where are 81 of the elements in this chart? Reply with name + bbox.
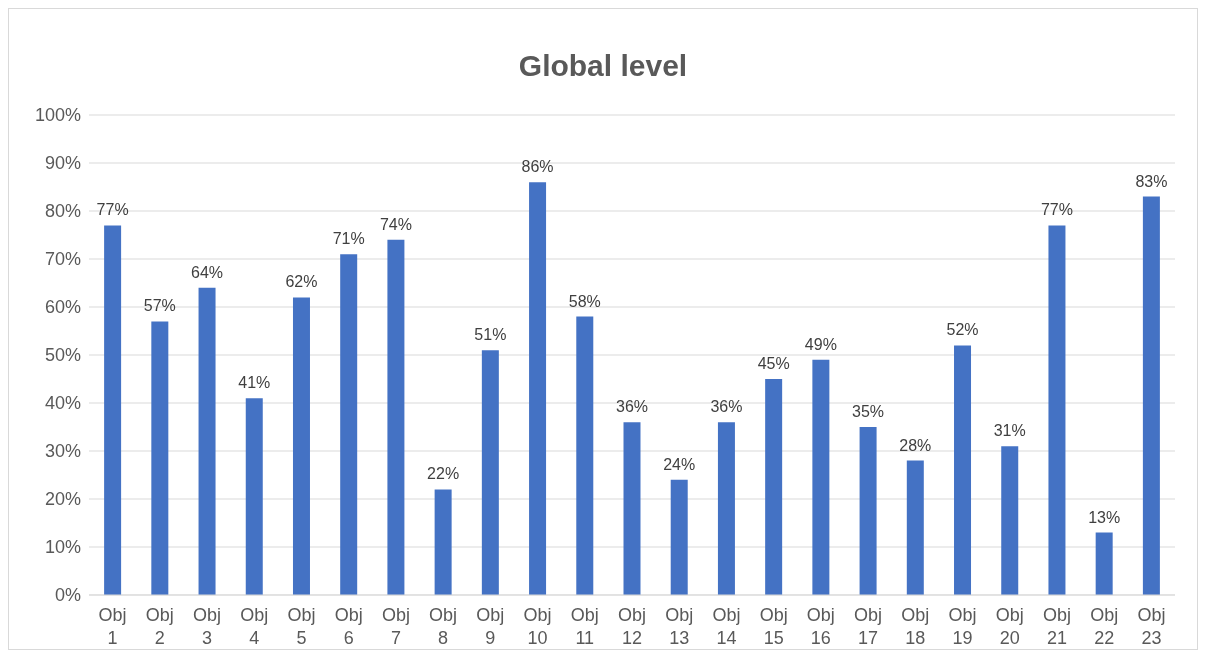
x-tick-label: Obj 2 xyxy=(145,605,174,648)
data-label: 36% xyxy=(615,398,649,416)
y-tick-label: 100% xyxy=(34,105,81,126)
x-tick-label: Obj 17 xyxy=(854,605,883,648)
x-tick-label: Obj 9 xyxy=(476,605,505,648)
x-tick-label: Obj 7 xyxy=(381,605,410,648)
x-tick-label: Obj 3 xyxy=(193,605,222,648)
bar xyxy=(198,287,216,595)
data-label: 24% xyxy=(663,455,696,473)
bar xyxy=(104,225,122,595)
data-label: 86% xyxy=(521,158,554,176)
chart-title: Global level xyxy=(517,48,689,84)
y-tick-label: 60% xyxy=(44,297,81,318)
y-tick-label: 40% xyxy=(44,393,81,414)
y-tick-label: 20% xyxy=(44,489,81,510)
data-label: 58% xyxy=(568,292,601,310)
data-label: 31% xyxy=(993,422,1026,440)
x-tick-label: Obj 5 xyxy=(287,605,316,648)
bar xyxy=(765,379,783,595)
data-label: 35% xyxy=(852,403,885,420)
data-label: 13% xyxy=(1088,508,1121,526)
x-tick-label: Obj 15 xyxy=(759,605,788,648)
bar xyxy=(340,254,358,595)
data-label: 83% xyxy=(1135,172,1168,190)
bar xyxy=(812,359,830,595)
bar xyxy=(481,350,499,595)
bar xyxy=(245,398,263,595)
x-tick-label: Obj 12 xyxy=(617,605,647,648)
bar xyxy=(151,321,169,595)
data-label: 49% xyxy=(804,335,837,353)
x-tick-label: Obj 18 xyxy=(901,605,930,648)
data-label: 71% xyxy=(332,230,365,248)
y-tick-label: 10% xyxy=(44,537,81,558)
data-label: 62% xyxy=(285,273,318,291)
data-label: 45% xyxy=(757,355,790,372)
data-label: 41% xyxy=(238,374,271,392)
bar xyxy=(1001,446,1019,595)
bar xyxy=(954,345,972,595)
x-tick-label: Obj 20 xyxy=(995,605,1024,648)
data-label: 36% xyxy=(710,398,743,416)
data-label: 57% xyxy=(143,297,176,315)
x-tick-label: Obj 19 xyxy=(948,605,977,648)
x-tick-label: Obj 22 xyxy=(1090,605,1119,648)
y-tick-label: 90% xyxy=(44,153,81,174)
x-tick-label: Obj 8 xyxy=(429,605,458,648)
data-label: 74% xyxy=(379,215,412,233)
y-tick-label: 30% xyxy=(44,441,81,462)
data-label: 64% xyxy=(191,263,224,281)
bar xyxy=(623,422,641,595)
x-tick-label: Obj 10 xyxy=(523,605,552,648)
bar xyxy=(529,182,547,595)
x-tick-label: Obj 13 xyxy=(665,605,694,648)
data-label: 51% xyxy=(474,326,507,344)
bar xyxy=(1142,196,1160,595)
bar xyxy=(670,479,688,595)
y-tick-label: 0% xyxy=(54,585,81,606)
bar xyxy=(387,239,405,595)
bar xyxy=(434,489,452,595)
bar xyxy=(576,316,594,595)
bar xyxy=(906,460,924,595)
x-tick-label: Obj 23 xyxy=(1137,605,1166,648)
x-tick-label: Obj 14 xyxy=(712,605,741,648)
x-tick-label: Obj 1 xyxy=(98,605,127,648)
y-tick-label: 80% xyxy=(44,201,81,222)
bar xyxy=(1048,225,1066,595)
y-tick-label: 70% xyxy=(44,249,81,270)
x-tick-label: Obj 16 xyxy=(806,605,835,648)
y-tick-label: 50% xyxy=(44,345,81,366)
bar xyxy=(292,297,310,595)
x-tick-label: Obj 11 xyxy=(570,605,599,648)
bar xyxy=(859,427,877,595)
data-label: 28% xyxy=(899,436,932,454)
x-tick-label: Obj 6 xyxy=(334,605,363,648)
bar xyxy=(1095,532,1113,595)
data-label: 52% xyxy=(946,321,979,339)
x-tick-label: Obj 4 xyxy=(240,605,269,648)
data-label: 77% xyxy=(1040,201,1073,219)
data-label: 77% xyxy=(96,201,129,219)
bar xyxy=(717,422,735,595)
data-label: 22% xyxy=(427,465,460,483)
x-tick-label: Obj 21 xyxy=(1042,605,1071,648)
